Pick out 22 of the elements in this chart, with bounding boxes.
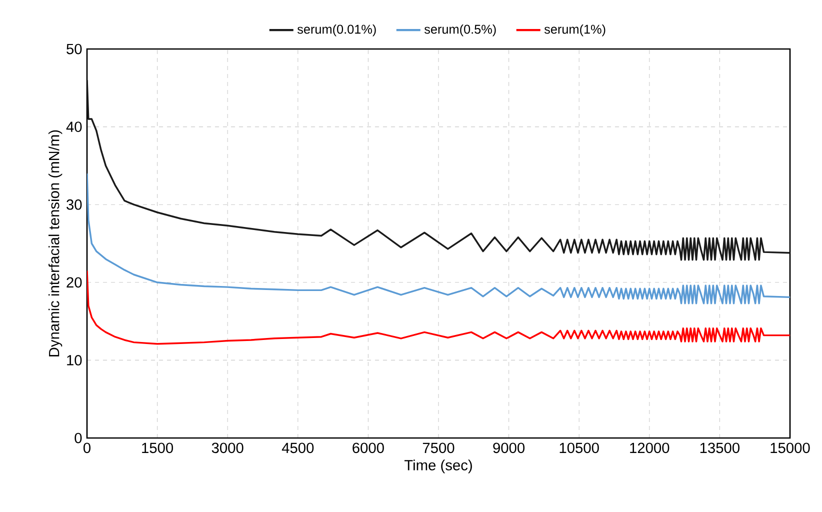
legend-label: serum(0.5%) [424, 24, 496, 36]
y-axis-title: Dynamic interfacial tension (mN/m) [48, 130, 62, 356]
x-tick-label: 3000 [212, 442, 244, 454]
x-tick-label: 13500 [700, 442, 740, 454]
y-tick-label: 0 [74, 432, 82, 444]
x-tick-label: 4500 [282, 442, 314, 454]
y-tick-label: 40 [66, 122, 82, 132]
x-tick-label: 1500 [142, 442, 174, 454]
x-tick-label: 12000 [630, 442, 670, 454]
x-tick-label: 15000 [770, 442, 810, 454]
y-tick-label: 50 [66, 44, 82, 54]
y-tick-label: 10 [67, 355, 82, 366]
x-tick-label: 7500 [422, 442, 454, 454]
x-tick-label: 0 [83, 442, 90, 454]
x-tick-label: 9000 [493, 442, 525, 454]
x-tick-label: 6000 [352, 442, 384, 454]
x-tick-label: 10500 [560, 442, 599, 454]
y-tick-label: 30 [66, 199, 82, 210]
legend-label: serum(1%) [544, 24, 606, 36]
legend-label: serum(0.01%) [297, 24, 376, 36]
y-tick-label: 20 [66, 277, 82, 288]
x-axis-title: Time (sec) [404, 460, 472, 474]
